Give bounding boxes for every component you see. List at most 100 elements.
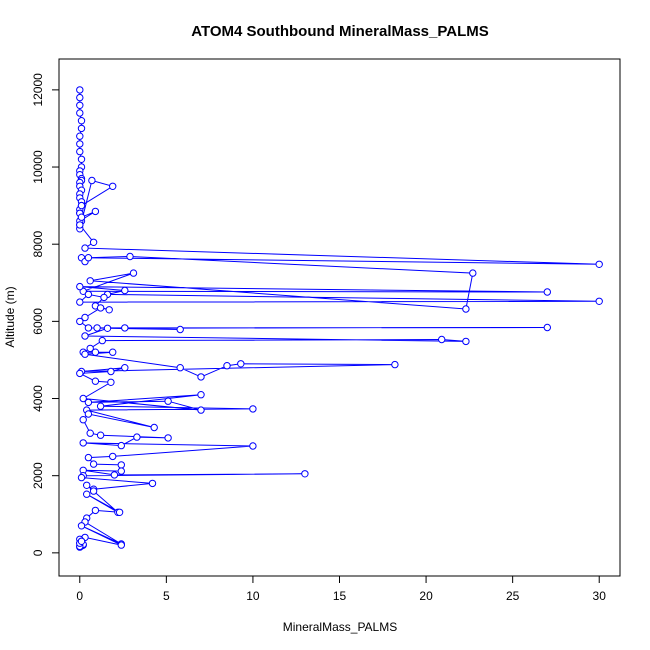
data-point xyxy=(462,305,470,313)
data-point xyxy=(197,373,205,381)
data-point xyxy=(117,467,126,475)
data-point xyxy=(100,293,108,302)
x-axis: 0 5 10 15 20 25 30 xyxy=(76,575,607,603)
data-point xyxy=(76,86,84,94)
data-point xyxy=(129,269,138,277)
data-point xyxy=(76,109,84,117)
data-point xyxy=(164,397,172,405)
data-point xyxy=(81,350,89,358)
data-point xyxy=(96,402,105,410)
data-point xyxy=(76,317,84,326)
data-point xyxy=(110,471,119,479)
x-tick-label: 5 xyxy=(163,589,170,603)
data-point xyxy=(121,364,129,372)
data-point xyxy=(117,541,126,549)
data-point xyxy=(77,473,86,482)
plot-area xyxy=(76,86,603,551)
data-point xyxy=(76,101,84,110)
data-point xyxy=(76,147,84,156)
data-point xyxy=(76,298,84,306)
data-point xyxy=(84,453,93,462)
data-point xyxy=(76,369,84,378)
data-point xyxy=(107,378,115,386)
y-tick-label: 8000 xyxy=(31,231,45,258)
data-point xyxy=(91,348,100,356)
data-point xyxy=(105,306,113,314)
data-point xyxy=(115,508,124,516)
data-point xyxy=(86,277,94,285)
data-point xyxy=(84,290,93,299)
data-point xyxy=(86,344,94,353)
y-tick-label: 0 xyxy=(31,549,45,556)
data-point xyxy=(77,155,86,164)
data-point xyxy=(249,405,257,413)
data-point xyxy=(126,252,134,261)
x-tick-label: 0 xyxy=(76,589,83,603)
y-tick-label: 12000 xyxy=(31,73,45,107)
data-point xyxy=(86,429,94,437)
data-point xyxy=(117,441,126,450)
series-line xyxy=(77,89,600,548)
data-point xyxy=(77,213,86,221)
data-point xyxy=(164,434,172,442)
data-point xyxy=(438,335,446,344)
data-point xyxy=(77,537,86,545)
x-tick-label: 25 xyxy=(506,589,520,603)
data-point xyxy=(301,470,309,478)
data-point xyxy=(96,431,105,439)
data-point xyxy=(77,124,86,133)
data-point xyxy=(107,367,115,376)
data-point xyxy=(89,487,98,495)
data-point xyxy=(77,117,86,125)
data-point xyxy=(91,377,100,385)
x-tick-label: 20 xyxy=(419,589,433,603)
data-point xyxy=(96,304,105,312)
data-point xyxy=(109,182,117,191)
data-point xyxy=(76,140,84,148)
x-tick-label: 10 xyxy=(246,589,260,603)
data-point xyxy=(81,313,89,322)
y-axis-label: Altitude (m) xyxy=(3,286,17,347)
data-point xyxy=(91,506,100,515)
data-point xyxy=(76,221,84,229)
data-point xyxy=(79,416,87,424)
data-point xyxy=(595,260,603,268)
data-point xyxy=(81,244,89,252)
y-tick-label: 4000 xyxy=(31,385,45,412)
data-point xyxy=(117,461,126,469)
data-point xyxy=(148,479,157,488)
data-point xyxy=(76,282,84,291)
data-point xyxy=(77,201,86,210)
data-point xyxy=(79,439,87,447)
chart-title: ATOM4 Southbound MineralMass_PALMS xyxy=(191,23,489,40)
data-point xyxy=(91,207,100,216)
data-point xyxy=(98,336,107,345)
data-point xyxy=(84,410,93,418)
data-point xyxy=(462,337,470,346)
y-tick-label: 2000 xyxy=(31,462,45,489)
data-point xyxy=(223,362,231,370)
data-point xyxy=(89,238,98,247)
data-point xyxy=(197,406,205,414)
data-point xyxy=(84,324,93,332)
data-point xyxy=(84,254,93,262)
data-point xyxy=(121,324,129,332)
data-point xyxy=(176,364,184,372)
data-point xyxy=(76,93,84,102)
x-tick-label: 15 xyxy=(333,589,347,603)
x-tick-label: 30 xyxy=(593,589,607,603)
y-tick-label: 6000 xyxy=(31,308,45,335)
plot-frame xyxy=(58,58,621,577)
data-point xyxy=(150,423,158,432)
data-point xyxy=(543,323,551,332)
data-point xyxy=(83,490,91,498)
data-point xyxy=(77,522,86,530)
data-point xyxy=(103,324,112,332)
data-point xyxy=(79,394,87,403)
data-point xyxy=(89,460,98,468)
data-point xyxy=(109,348,117,356)
data-point xyxy=(121,286,129,295)
data-point xyxy=(109,452,117,461)
data-point xyxy=(237,360,245,368)
